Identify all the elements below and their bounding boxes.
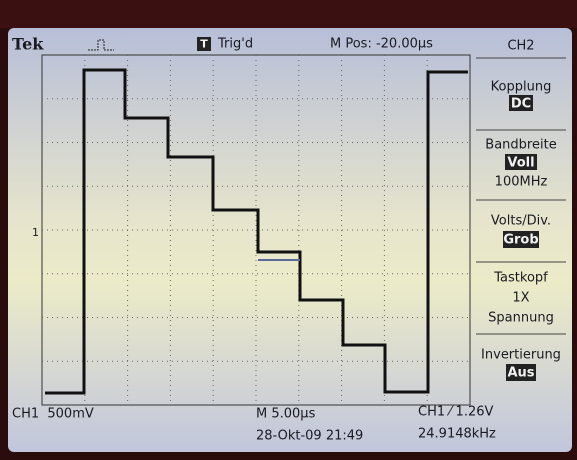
trigger-state: Trig'd <box>217 37 253 52</box>
menu-value: Voll <box>507 156 534 171</box>
channel-marker: 1 <box>32 226 39 239</box>
menu-label: Bandbreite <box>485 138 556 153</box>
menu-label: Invertierung <box>481 348 561 363</box>
channel-scale: CH1 500mV <box>12 407 94 422</box>
oscilloscope-screen: Tek T Trig'd M Pos: -20.00µs 1 CH2 Koppl… <box>0 0 577 456</box>
menu-value: Aus <box>507 366 534 381</box>
menu-extra: 100MHz <box>495 175 548 190</box>
bezel-top <box>0 0 577 28</box>
screen-background <box>8 28 572 452</box>
menu-label: Kopplung <box>491 80 552 95</box>
position: M Pos: -20.00µs <box>330 37 433 52</box>
timebase: M 5.00µs <box>256 407 316 422</box>
menu-value: Grob <box>503 233 538 248</box>
menu-value: DC <box>511 97 531 112</box>
brand: Tek <box>12 35 44 54</box>
menu-extra: Spannung <box>488 311 554 326</box>
frequency: 24.9148kHz <box>418 427 496 442</box>
menu-label: Volts/Div. <box>491 214 551 229</box>
datetime: 28-Okt-09 21:49 <box>256 429 363 444</box>
trigger-level: CH1 ⁄ 1.26V <box>418 405 494 420</box>
page: {"header": {"brand": "Tek", "trigger_ico… <box>0 0 577 456</box>
menu-value: 1X <box>512 291 529 306</box>
trigger-icon: T <box>200 38 208 51</box>
menu-title: CH2 <box>507 39 534 54</box>
menu-label: Tastkopf <box>493 271 548 286</box>
